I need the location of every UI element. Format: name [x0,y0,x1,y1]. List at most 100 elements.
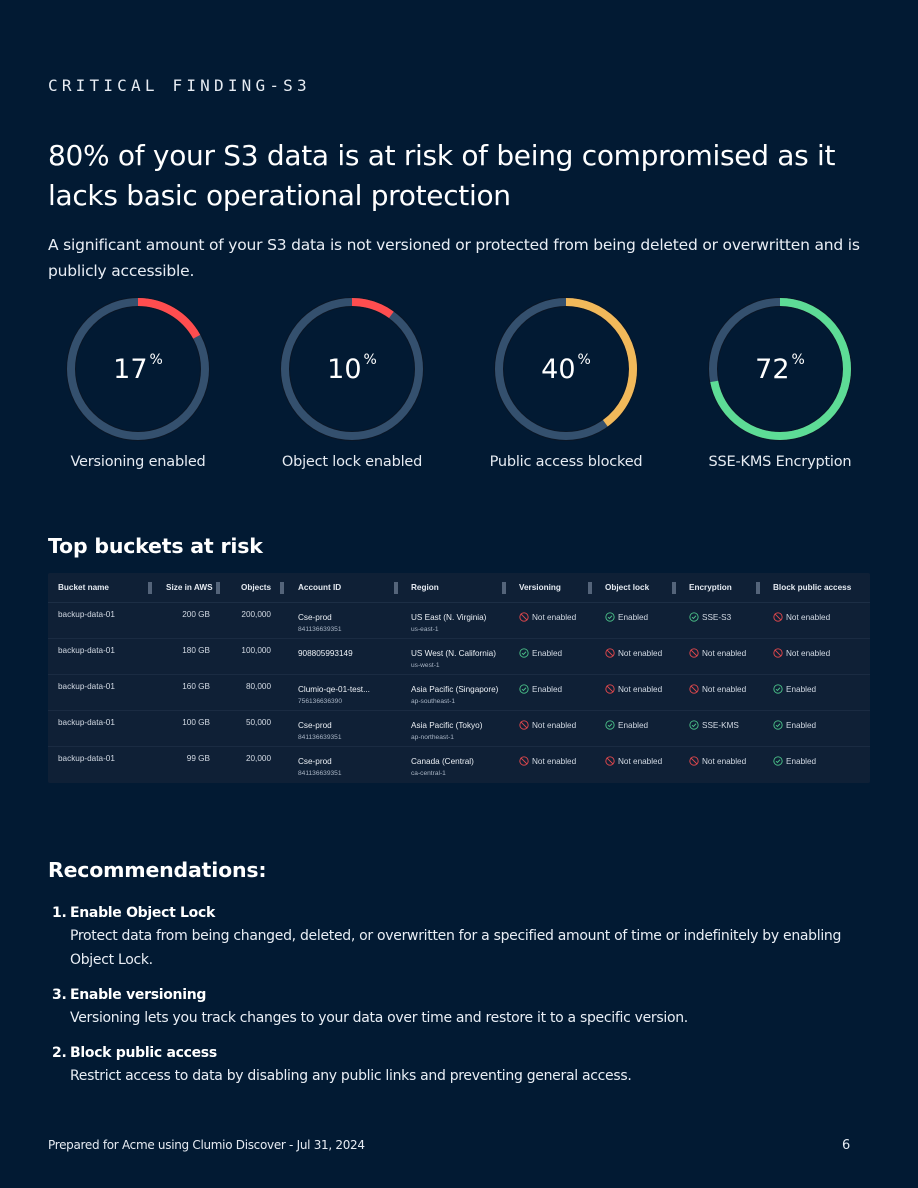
cell-objects: 50,000 [245,718,271,727]
column-resize-handle[interactable] [148,582,152,594]
footer-prepared-text: Prepared for Acme using Clumio Discover … [48,1138,365,1152]
cell-versioning-status: Enabled [519,648,562,658]
recommendation-title: Enable Object Lock [70,905,215,921]
table-row[interactable]: backup-data-01 200 GB 200,000 Cse-prod 84113… [48,603,870,639]
recommendation-body: Versioning lets you track changes to you… [70,1010,688,1026]
gauge-versioning: 17% Versioning enabled [48,296,228,470]
table-row[interactable]: backup-data-01 100 GB 50,000 Cse-prod 841136… [48,711,870,747]
blocked-icon [689,756,699,766]
gauge-encryption: 72% SSE-KMS Encryption [690,296,870,470]
column-resize-handle[interactable] [502,582,506,594]
cell-encryption-status: SSE-S3 [689,612,731,622]
cell-object-lock-status: Not enabled [605,648,662,658]
blocked-icon [689,684,699,694]
check-circle-icon [519,684,529,694]
cell-region: Asia Pacific (Tokyo) ap-northeast-1 [411,721,483,741]
column-header-region[interactable]: Region [411,583,439,592]
eyebrow-label: CRITICAL FINDING-S3 [48,76,311,95]
cell-region: Canada (Central) ca-central-1 [411,757,474,777]
cell-bucket-name: backup-data-01 [58,682,115,691]
column-resize-handle[interactable] [280,582,284,594]
check-circle-icon [773,684,783,694]
column-resize-handle[interactable] [756,582,760,594]
cell-versioning-status: Not enabled [519,612,576,622]
table-header: Bucket name Size in AWS Objects Account … [48,573,870,603]
cell-object-lock-status: Not enabled [605,756,662,766]
cell-region: Asia Pacific (Singapore) ap-southeast-1 [411,685,499,705]
donut-ring-icon [66,297,210,441]
cell-versioning-status: Not enabled [519,756,576,766]
table-row[interactable]: backup-data-01 180 GB 100,000 908805993149 U… [48,639,870,675]
cell-object-lock-status: Not enabled [605,684,662,694]
cell-region: US West (N. California) us-west-1 [411,649,496,669]
blocked-icon [605,684,615,694]
blocked-icon [689,648,699,658]
cell-versioning-status: Not enabled [519,720,576,730]
page-number: 6 [842,1138,851,1153]
recommendation-body: Restrict access to data by disabling any… [70,1068,632,1084]
recommendation-item: 2. Block public access Restrict access to… [52,1042,862,1088]
recommendation-title: Block public access [70,1045,217,1061]
donut-ring-icon [494,297,638,441]
cell-objects: 100,000 [241,646,271,655]
donut-ring-icon [708,297,852,441]
donut-ring-icon [280,297,424,441]
cell-account: Cse-prod 841136639351 [298,721,342,741]
column-header-account-id[interactable]: Account ID [298,583,342,592]
column-header-bucket-name[interactable]: Bucket name [58,583,109,592]
column-resize-handle[interactable] [588,582,592,594]
buckets-table: Bucket name Size in AWS Objects Account … [48,573,870,783]
cell-bucket-name: backup-data-01 [58,610,115,619]
column-header-block-public-access[interactable]: Block public access [773,583,852,592]
cell-objects: 80,000 [245,682,271,691]
table-body: backup-data-01 200 GB 200,000 Cse-prod 84113… [48,603,870,783]
blocked-icon [519,612,529,622]
blocked-icon [605,648,615,658]
column-resize-handle[interactable] [394,582,398,594]
cell-account: Clumio-qe-01-test... 756136636390 [298,685,370,705]
cell-bucket-name: backup-data-01 [58,718,115,727]
gauge-label: SSE-KMS Encryption [708,454,852,470]
cell-public-access-status: Not enabled [773,612,830,622]
cell-encryption-status: Not enabled [689,756,746,766]
cell-encryption-status: SSE-KMS [689,720,739,730]
recommendation-item: 1. Enable Object Lock Protect data from b… [52,902,862,972]
recommendation-number: 2. [52,1045,67,1061]
column-header-size[interactable]: Size in AWS [166,583,213,592]
recommendations-title: Recommendations: [48,858,267,882]
table-row[interactable]: backup-data-01 99 GB 20,000 Cse-prod 8411366… [48,747,870,783]
column-resize-handle[interactable] [672,582,676,594]
page-subtitle: A significant amount of your S3 data is … [48,236,860,280]
cell-object-lock-status: Enabled [605,720,648,730]
cell-versioning-status: Enabled [519,684,562,694]
check-circle-icon [773,756,783,766]
blocked-icon [605,756,615,766]
table-row[interactable]: backup-data-01 160 GB 80,000 Clumio-qe-01-t… [48,675,870,711]
check-circle-icon [605,720,615,730]
blocked-icon [773,648,783,658]
recommendation-item: 3. Enable versioning Versioning lets you … [52,984,862,1030]
cell-account: 908805993149 [298,649,353,658]
recommendation-body: Protect data from being changed, deleted… [70,928,842,968]
gauge-value: 72% [755,352,805,385]
cell-size: 200 GB [182,610,210,619]
gauge-object-lock: 10% Object lock enabled [262,296,442,470]
cell-account: Cse-prod 841136639351 [298,757,342,777]
column-header-objects[interactable]: Objects [241,583,272,592]
check-circle-icon [519,648,529,658]
column-resize-handle[interactable] [216,582,220,594]
cell-region: US East (N. Virginia) us-east-1 [411,613,487,633]
cell-size: 160 GB [182,682,210,691]
cell-size: 100 GB [182,718,210,727]
gauge-value: 40% [541,352,591,385]
check-circle-icon [605,612,615,622]
cell-bucket-name: backup-data-01 [58,754,115,763]
cell-encryption-status: Not enabled [689,684,746,694]
gauge-label: Object lock enabled [281,454,423,470]
column-header-encryption[interactable]: Encryption [689,583,732,592]
check-circle-icon [689,612,699,622]
cell-objects: 20,000 [245,754,271,763]
gauge-row: 17% Versioning enabled 10% Object lock e… [48,296,870,486]
column-header-object-lock[interactable]: Object lock [605,583,650,592]
column-header-versioning[interactable]: Versioning [519,583,561,592]
